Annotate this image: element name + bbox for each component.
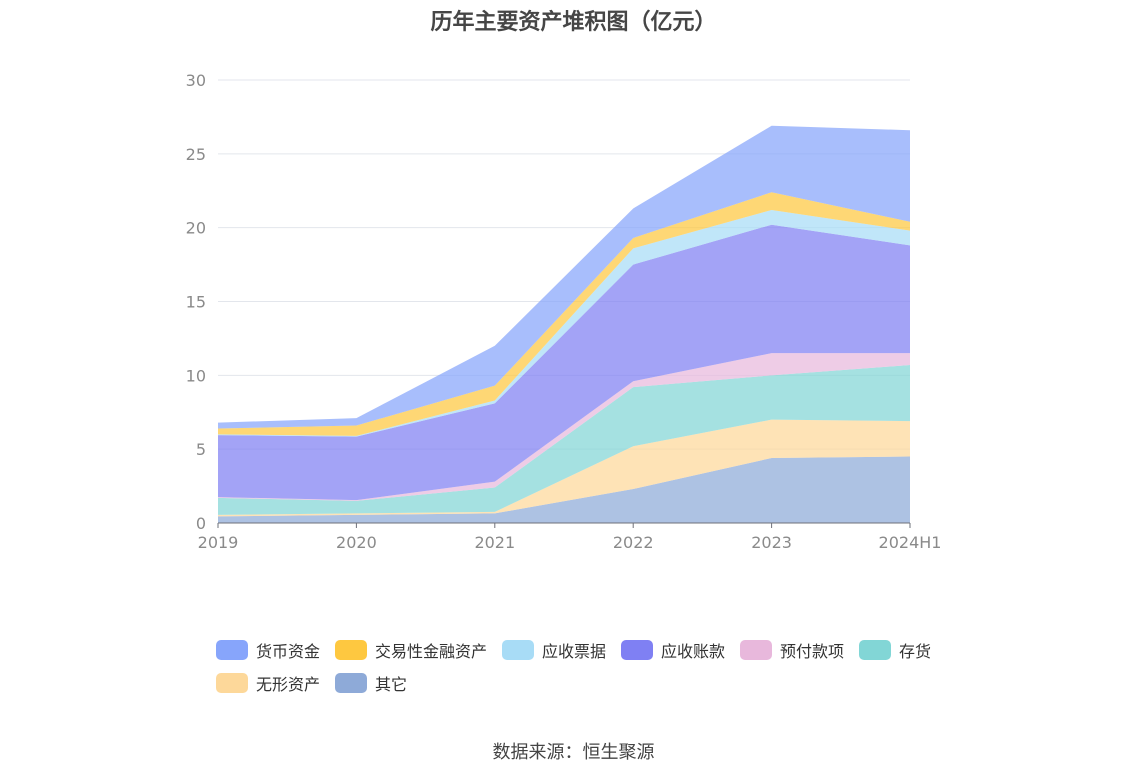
area-series bbox=[218, 353, 910, 501]
legend-label: 存货 bbox=[899, 642, 932, 661]
legend-label: 货币资金 bbox=[256, 642, 321, 661]
x-tick-label: 2020 bbox=[336, 533, 377, 552]
legend-item-cash[interactable]: 货币资金 bbox=[216, 636, 320, 664]
x-tick-label: 2024H1 bbox=[879, 533, 942, 552]
legend-label: 预付款项 bbox=[780, 642, 845, 661]
legend-item-prepayments[interactable]: 预付款项 bbox=[740, 636, 844, 664]
y-tick-label: 15 bbox=[186, 293, 206, 312]
legend-swatch bbox=[502, 640, 534, 660]
y-tick-label: 20 bbox=[186, 219, 206, 238]
legend-swatch bbox=[859, 640, 891, 660]
area-series bbox=[218, 456, 910, 523]
y-tick-label: 0 bbox=[196, 514, 206, 533]
legend-swatch bbox=[216, 640, 248, 660]
x-tick-label: 2023 bbox=[751, 533, 792, 552]
area-series bbox=[218, 419, 910, 517]
x-tick-label: 2019 bbox=[198, 533, 239, 552]
legend-swatch bbox=[335, 673, 367, 693]
area-series bbox=[218, 209, 910, 437]
legend-label: 交易性金融资产 bbox=[375, 642, 488, 661]
legend-swatch bbox=[621, 640, 653, 660]
legend-swatch bbox=[216, 673, 248, 693]
y-tick-label: 30 bbox=[186, 71, 206, 90]
legend-label: 其它 bbox=[375, 675, 408, 694]
y-tick-label: 25 bbox=[186, 145, 206, 164]
chart-title: 历年主要资产堆积图（亿元） bbox=[430, 10, 717, 35]
legend-item-trading-assets[interactable]: 交易性金融资产 bbox=[335, 636, 487, 664]
legend-item-inventory[interactable]: 存货 bbox=[859, 636, 931, 664]
legend-label: 无形资产 bbox=[256, 675, 321, 694]
legend-item-other[interactable]: 其它 bbox=[335, 669, 407, 697]
x-tick-label: 2022 bbox=[613, 533, 654, 552]
area-series bbox=[218, 125, 910, 429]
area-series bbox=[218, 192, 910, 436]
y-tick-label: 10 bbox=[186, 366, 206, 385]
data-source: 数据来源：恒生聚源 bbox=[492, 742, 655, 763]
legend-item-accounts-receivable[interactable]: 应收账款 bbox=[621, 636, 725, 664]
legend-item-notes-receivable[interactable]: 应收票据 bbox=[502, 636, 606, 664]
legend-swatch bbox=[740, 640, 772, 660]
legend-swatch bbox=[335, 640, 367, 660]
legend-item-intangible-assets[interactable]: 无形资产 bbox=[216, 669, 320, 697]
area-series bbox=[218, 224, 910, 501]
x-tick-label: 2021 bbox=[474, 533, 515, 552]
y-tick-label: 5 bbox=[196, 440, 206, 459]
stacked-area-chart: 0 5 10 15 20 25 30 2019 2020 2021 2022 2023 2024H1 bbox=[186, 71, 942, 552]
legend-label: 应收票据 bbox=[542, 642, 607, 661]
area-series bbox=[218, 365, 910, 515]
legend-label: 应收账款 bbox=[661, 642, 726, 661]
